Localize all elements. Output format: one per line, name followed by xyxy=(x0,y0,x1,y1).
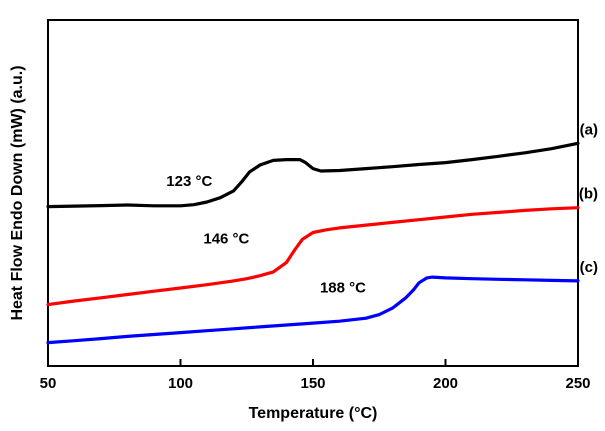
y-axis-title: Heat Flow Endo Down (mW) (a.u.) xyxy=(9,65,26,320)
transition-annotation: 146 °C xyxy=(203,230,249,247)
series-labels: (a) (b) (c) xyxy=(579,121,598,276)
series-label-c: (c) xyxy=(580,259,598,276)
series-line-c xyxy=(46,275,580,345)
series-line-a xyxy=(46,141,580,209)
plot-frame xyxy=(47,19,579,367)
x-tick-label: 150 xyxy=(300,375,325,392)
series-label-b: (b) xyxy=(579,186,598,203)
series-layer xyxy=(46,141,580,345)
x-axis-title: Temperature (°C) xyxy=(249,405,378,422)
series-line-b xyxy=(46,206,580,307)
transition-annotation: 123 °C xyxy=(166,173,212,190)
x-tick-label: 50 xyxy=(40,375,57,392)
x-tick-label: 100 xyxy=(168,375,193,392)
series-label-a: (a) xyxy=(580,121,598,138)
plot-area xyxy=(47,19,579,367)
x-tick-label: 200 xyxy=(433,375,458,392)
x-tick-label: 250 xyxy=(565,375,590,392)
x-axis-ticks: 50 100 150 200 250 xyxy=(40,359,591,392)
transition-annotation: 188 °C xyxy=(320,279,366,296)
annotations: 123 °C 146 °C 188 °C xyxy=(166,173,366,296)
